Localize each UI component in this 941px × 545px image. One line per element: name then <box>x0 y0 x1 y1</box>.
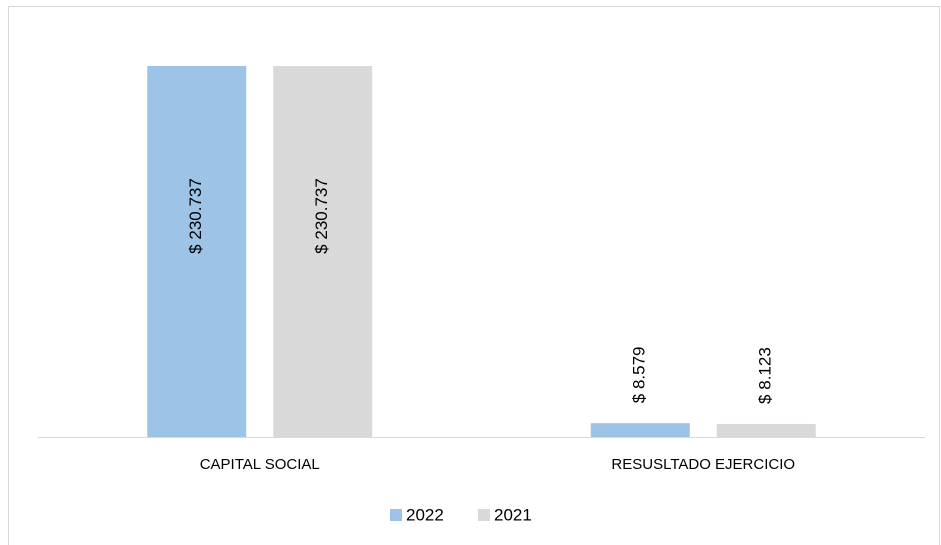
legend-swatch <box>478 509 490 521</box>
bar <box>716 423 816 437</box>
bar <box>147 66 247 437</box>
data-label: $ 230.737 <box>186 178 205 254</box>
x-tick-label: RESUSLTADO EJERCICIO <box>611 456 795 473</box>
legend-label: 2021 <box>494 505 532 524</box>
data-label: $ 8.579 <box>630 346 649 403</box>
x-tick-label: CAPITAL SOCIAL <box>200 456 320 473</box>
legend-label: 2022 <box>406 505 444 524</box>
bar <box>273 66 373 437</box>
data-label: $ 230.737 <box>312 178 331 254</box>
bar <box>590 423 690 437</box>
legend-swatch <box>390 509 402 521</box>
data-label: $ 8.123 <box>756 347 775 404</box>
